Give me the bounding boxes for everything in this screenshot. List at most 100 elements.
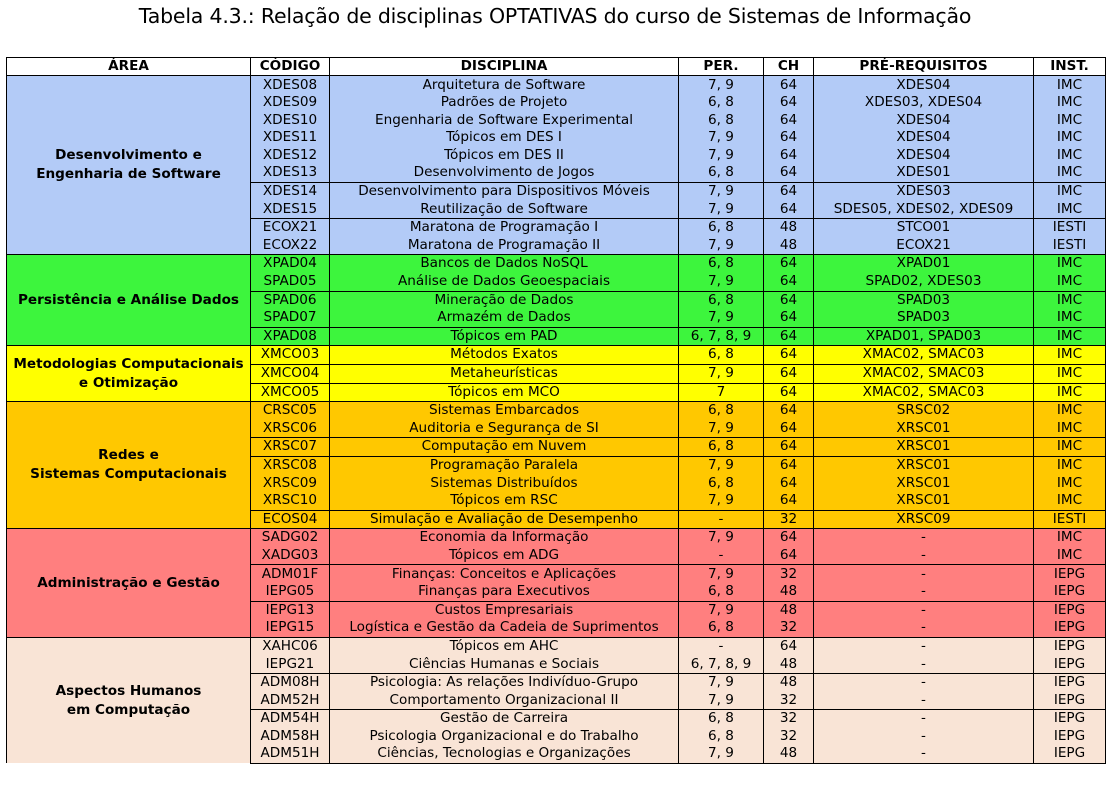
cell-inst: IEPG	[1033, 672, 1106, 692]
area-cell: Desenvolvimento e Engenharia de Software	[6, 75, 251, 255]
cell-disciplina: Psicologia: As relações Indivíduo-Grupo	[329, 672, 679, 692]
cell-per: 7, 9	[678, 75, 764, 94]
cell-codigo: ADM08H	[250, 672, 330, 692]
cell-ch: 48	[763, 655, 814, 674]
cell-per: -	[678, 636, 764, 656]
cell-pre-requisitos: SPAD02, XDES03	[813, 272, 1034, 292]
cell-inst: IMC	[1033, 200, 1106, 219]
cell-disciplina: Tópicos em DES I	[329, 129, 679, 147]
cell-ch: 48	[763, 672, 814, 692]
cell-per: 7, 9	[678, 236, 764, 255]
cell-pre-requisitos: XMAC02, SMAC03	[813, 382, 1034, 402]
cell-codigo: CRSC05	[250, 401, 330, 420]
cell-pre-requisitos: -	[813, 709, 1034, 728]
cell-pre-requisitos: XPAD01, SPAD03	[813, 326, 1034, 346]
cell-pre-requisitos: SPAD03	[813, 290, 1034, 310]
cell-codigo: XRSC08	[250, 455, 330, 475]
cell-codigo: XADG03	[250, 546, 330, 565]
table-row: XRSC06 Auditoria e Segurança de SI 7, 9 64 X…	[7, 419, 1106, 438]
area-label-line: Metodologias Computacionais	[13, 355, 244, 372]
cell-ch: 64	[763, 528, 814, 547]
cell-pre-requisitos: XRSC01	[813, 437, 1034, 457]
cell-disciplina: Computação em Nuvem	[329, 437, 679, 457]
cell-inst: IMC	[1033, 345, 1106, 365]
cell-codigo: XDES11	[250, 129, 330, 147]
cell-per: 7, 9	[678, 672, 764, 692]
cell-codigo: XRSC06	[250, 419, 330, 438]
cell-codigo: XRSC09	[250, 474, 330, 493]
cell-codigo: SPAD06	[250, 290, 330, 310]
table-row: XDES10 Engenharia de Software Experimenta…	[7, 111, 1106, 130]
cell-pre-requisitos: -	[813, 564, 1034, 584]
cell-pre-requisitos: XRSC01	[813, 492, 1034, 511]
cell-codigo: IEPG13	[250, 600, 330, 620]
cell-inst: IEPG	[1033, 655, 1106, 674]
table-row: ADM01F Finanças: Conceitos e Aplicações 7,…	[7, 564, 1106, 584]
cell-disciplina: Ciências Humanas e Sociais	[329, 655, 679, 674]
cell-pre-requisitos: XDES03	[813, 181, 1034, 201]
cell-ch: 64	[763, 419, 814, 438]
cell-codigo: XRSC07	[250, 437, 330, 457]
cell-pre-requisitos: -	[813, 727, 1034, 746]
table-row: IEPG13 Custos Empresariais 7, 9 48- IEPG	[7, 600, 1106, 620]
cell-pre-requisitos: XRSC09	[813, 509, 1034, 529]
area-label-line: Engenharia de Software	[36, 166, 221, 183]
area-label-line: em Computação	[66, 701, 191, 718]
table-row: Persistência e Análise Dados XPAD04 Bancos…	[6, 254, 1106, 346]
cell-pre-requisitos: XDES04	[813, 111, 1034, 130]
cell-per: 7, 9	[678, 181, 764, 201]
cell-codigo: XPAD04	[250, 254, 330, 273]
cell-inst: IMC	[1033, 437, 1106, 457]
cell-disciplina: Programação Paralela	[329, 455, 679, 475]
cell-inst: IESTI	[1033, 218, 1106, 237]
cell-per: 6, 8	[678, 94, 764, 112]
cell-disciplina: Custos Empresariais	[329, 600, 679, 620]
cell-codigo: XDES08	[250, 75, 330, 94]
cell-ch: 64	[763, 290, 814, 310]
cell-ch: 64	[763, 75, 814, 94]
cell-inst: IEPG	[1033, 600, 1106, 620]
table-body: Desenvolvimento e Engenharia de Software X…	[6, 75, 1106, 764]
cell-ch: 48	[763, 600, 814, 620]
cell-disciplina: Análise de Dados Geoespaciais	[329, 272, 679, 292]
cell-disciplina: Bancos de Dados NoSQL	[329, 254, 679, 273]
table-row: IEPG21 Ciências Humanas e Sociais 6, 7, 8,…	[7, 655, 1106, 674]
cell-ch: 64	[763, 272, 814, 292]
cell-codigo: XDES09	[250, 94, 330, 112]
table-row: ECOS04 Simulação e Avaliação de Desempenh…	[7, 509, 1106, 529]
cell-ch: 64	[763, 492, 814, 511]
cell-per: 6, 7, 8, 9	[678, 655, 764, 674]
cell-pre-requisitos: SRSC02	[813, 401, 1034, 420]
cell-pre-requisitos: XMAC02, SMAC03	[813, 363, 1034, 383]
area-label-line: Aspectos Humanos	[55, 682, 202, 699]
cell-per: 6, 8	[678, 437, 764, 457]
area-cell: Persistência e Análise Dados	[6, 254, 251, 346]
cell-inst: IMC	[1033, 94, 1106, 112]
cell-ch: 64	[763, 363, 814, 383]
table-row: IEPG15 Logística e Gestão da Cadeia de Su…	[7, 619, 1106, 638]
cell-ch: 64	[763, 382, 814, 402]
cell-per: 7, 9	[678, 745, 764, 764]
cell-codigo: XMCO05	[250, 382, 330, 402]
cell-inst: IEPG	[1033, 619, 1106, 638]
cell-inst: IEPG	[1033, 583, 1106, 602]
cell-disciplina: Reutilização de Software	[329, 200, 679, 219]
cell-ch: 32	[763, 564, 814, 584]
header-disciplina: DISCIPLINA	[329, 56, 679, 77]
cell-disciplina: Tópicos em PAD	[329, 326, 679, 346]
cell-per: 7, 9	[678, 363, 764, 383]
cell-inst: IMC	[1033, 546, 1106, 565]
cell-per: 7, 9	[678, 146, 764, 165]
cell-ch: 32	[763, 619, 814, 638]
cell-inst: IMC	[1033, 382, 1106, 402]
table-row: XRSC10 Tópicos em RSC 7, 9 64 XRSC01 IMC	[7, 492, 1106, 511]
area-label-line: e Otimização	[78, 374, 179, 391]
cell-inst: IMC	[1033, 146, 1106, 165]
cell-disciplina: Gestão de Carreira	[329, 709, 679, 728]
cell-inst: IMC	[1033, 528, 1106, 547]
cell-inst: IEPG	[1033, 709, 1106, 728]
cell-inst: IMC	[1033, 181, 1106, 201]
cell-pre-requisitos: XDES04	[813, 75, 1034, 94]
table-row: Desenvolvimento e Engenharia de Software X…	[6, 75, 1106, 255]
area-cell: Administração e Gestão	[6, 528, 251, 638]
